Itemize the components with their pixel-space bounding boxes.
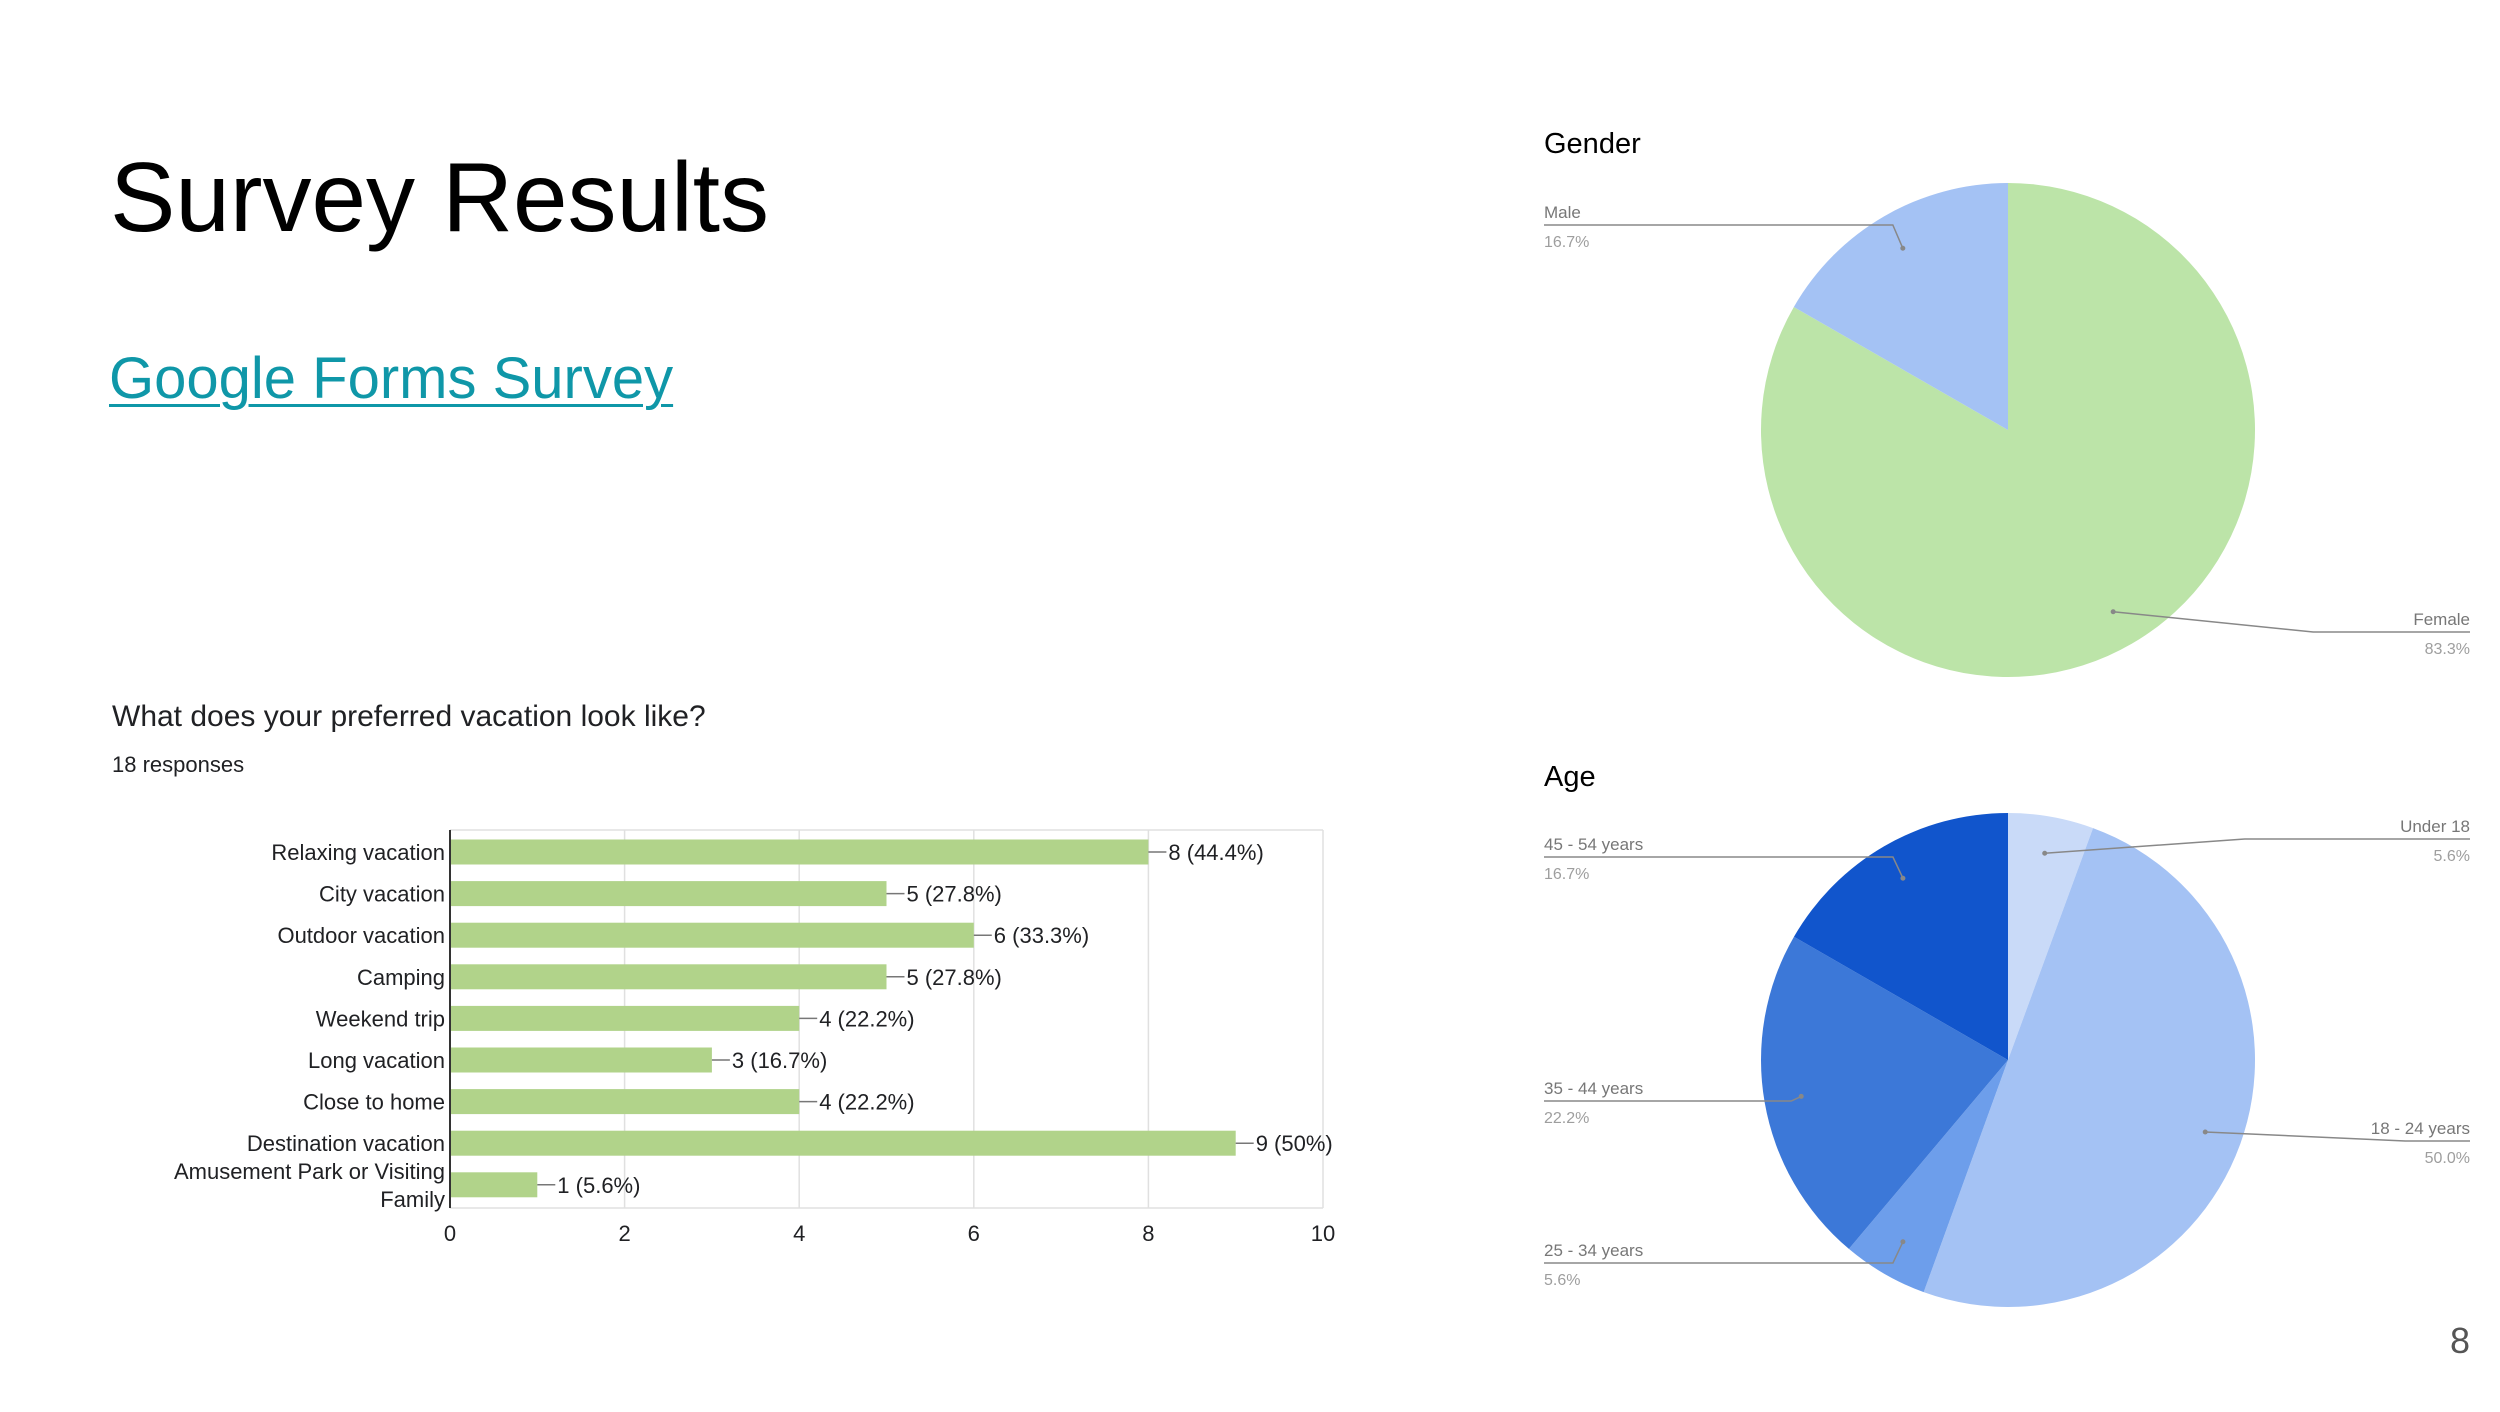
pie-slice-under-18	[2008, 813, 2094, 1060]
category-label: Destination vacation	[247, 1131, 445, 1156]
pie-leader-line	[1544, 1095, 1802, 1102]
category-label: City vacation	[319, 882, 445, 907]
pie-slice-35-44-years	[1760, 936, 2008, 1249]
pie-leader-line	[2113, 610, 2470, 633]
pie-leader-line	[2205, 1131, 2470, 1142]
pie-leader-line	[1544, 224, 1904, 249]
category-label: Relaxing vacation	[271, 840, 445, 865]
pie-slice-percent: 22.2%	[1544, 1110, 1589, 1127]
bar-value-label: 9 (50%)	[1256, 1131, 1333, 1156]
pie-slice-percent: 50.0%	[2425, 1150, 2470, 1167]
bar-value-label: 8 (44.4%)	[1168, 840, 1263, 865]
gender-pie-chart: Gender Female 83.3% Male 16.7%	[1544, 128, 2470, 677]
bar-value-label: 4 (22.2%)	[819, 1006, 914, 1031]
pie-slice-label: 35 - 44 years	[1544, 1079, 1643, 1098]
x-tick-label: 10	[1311, 1221, 1335, 1246]
bar	[451, 964, 887, 990]
category-label: Long vacation	[308, 1048, 445, 1073]
age-pie-title: Age	[1544, 761, 1596, 793]
bar	[451, 1005, 800, 1031]
bar-value-label: 4 (22.2%)	[819, 1090, 914, 1115]
bar	[451, 1172, 538, 1198]
bar	[451, 839, 1149, 865]
pie-slice-25-34-years	[1848, 1060, 2008, 1293]
vacation-bar-chart: What does your preferred vacation look l…	[112, 700, 1335, 1246]
pie-slice-label: Under 18	[2400, 817, 2470, 836]
bar-value-label: 5 (27.8%)	[907, 882, 1002, 907]
bar	[451, 881, 887, 907]
pie-slice-label: 25 - 34 years	[1544, 1241, 1643, 1260]
x-tick-label: 4	[793, 1221, 805, 1246]
bar-value-label: 3 (16.7%)	[732, 1048, 827, 1073]
slide-title: Survey Results	[110, 142, 770, 252]
bar-value-label: 5 (27.8%)	[907, 965, 1002, 990]
bar-chart-title: What does your preferred vacation look l…	[112, 700, 706, 733]
pie-slice-label: Male	[1544, 203, 1581, 222]
x-tick-label: 0	[444, 1221, 456, 1246]
bar	[451, 1130, 1236, 1156]
pie-slice-percent: 5.6%	[1544, 1272, 1580, 1289]
bar-value-label: 6 (33.3%)	[994, 923, 1089, 948]
pie-slice-male	[1793, 183, 2008, 430]
google-forms-survey-link[interactable]: Google Forms Survey	[109, 346, 674, 411]
pie-slice-label: Female	[2413, 610, 2470, 629]
category-label: Close to home	[303, 1090, 445, 1115]
pie-slice-label: 18 - 24 years	[2371, 1119, 2470, 1138]
category-label: Camping	[357, 965, 445, 990]
pie-slice-percent: 5.6%	[2434, 848, 2470, 865]
x-tick-label: 2	[618, 1221, 630, 1246]
pie-slice-18-24-years	[1923, 828, 2256, 1308]
x-tick-label: 6	[968, 1221, 980, 1246]
pie-slice-percent: 83.3%	[2425, 641, 2470, 658]
pie-leader-line	[1544, 856, 1904, 879]
category-label: Family	[380, 1187, 445, 1212]
bar	[451, 922, 974, 948]
pie-slice-percent: 16.7%	[1544, 866, 1589, 883]
bar	[451, 1089, 800, 1115]
x-tick-label: 8	[1142, 1221, 1154, 1246]
category-label: Amusement Park or Visiting	[174, 1159, 445, 1184]
gender-pie-title: Gender	[1544, 128, 1641, 160]
bar-chart-subtitle: 18 responses	[112, 752, 244, 777]
pie-leader-line	[1544, 1241, 1904, 1264]
bar-value-label: 1 (5.6%)	[557, 1173, 640, 1198]
pie-slice-label: 45 - 54 years	[1544, 835, 1643, 854]
pie-slice-45-54-years	[1793, 813, 2008, 1060]
page-number: 8	[2449, 1320, 2470, 1361]
pie-slice-percent: 16.7%	[1544, 234, 1589, 251]
pie-leader-line	[2044, 838, 2470, 855]
age-pie-chart: Age Under 18 5.6% 18 - 24 years 50.0% 25 - 3…	[1544, 761, 2470, 1308]
category-label: Outdoor vacation	[277, 923, 445, 948]
category-label: Weekend trip	[316, 1006, 445, 1031]
bar	[451, 1047, 712, 1073]
